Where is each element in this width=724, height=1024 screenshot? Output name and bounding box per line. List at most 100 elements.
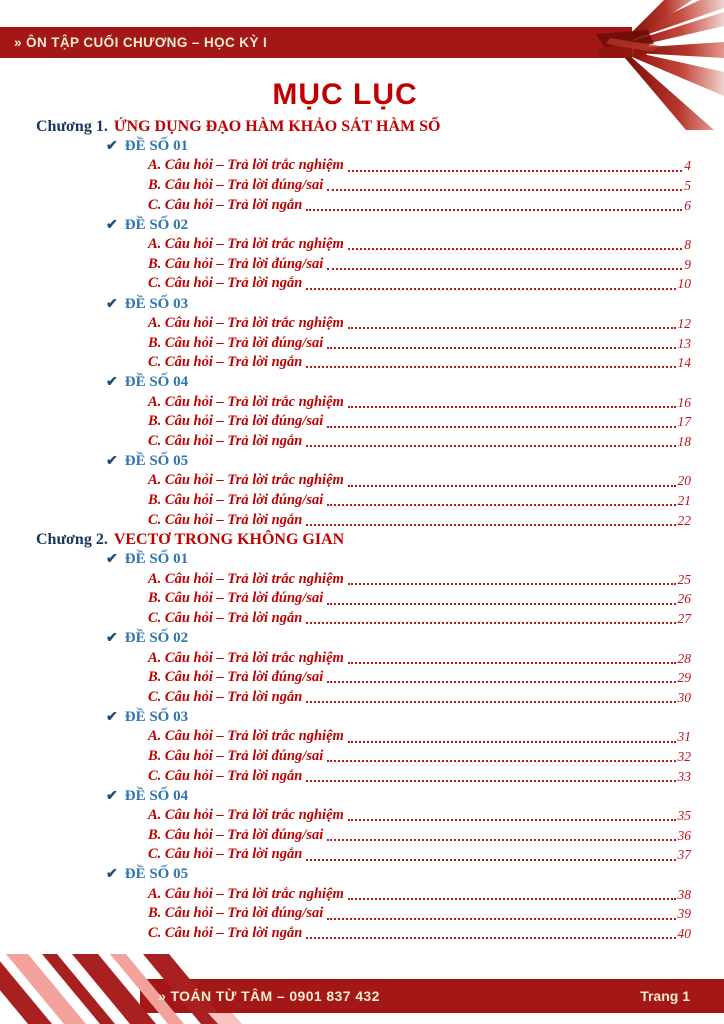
dotted-leader [327,504,676,507]
dotted-leader [347,405,676,408]
toc-entry[interactable]: B. Câu hỏi – Trả lời đúng/sai 5 [36,176,691,196]
toc-entry[interactable]: C. Câu hỏi – Trả lời ngắn 10 [36,275,691,295]
toc-entry-page-number: 20 [677,473,692,489]
toc-entry[interactable]: C. Câu hỏi – Trả lời ngắn 18 [36,432,691,452]
toc-entry-page-number: 4 [684,158,691,174]
toc-entry[interactable]: C. Câu hỏi – Trả lời ngắn 27 [36,609,691,629]
toc-entry[interactable]: B. Câu hỏi – Trả lời đúng/sai 32 [36,747,691,767]
exam-label: ĐỀ SỐ 04 [124,787,189,804]
toc-entry[interactable]: A. Câu hỏi – Trả lời trắc nghiệm 4 [36,156,691,176]
exam-label: ĐỀ SỐ 01 [124,138,189,155]
toc-entry-text: A. Câu hỏi – Trả lời trắc nghiệm [148,570,344,587]
exam-heading: ✔ ĐỀ SỐ 03 [36,294,691,314]
toc-entry-text: A. Câu hỏi – Trả lời trắc nghiệm [148,157,344,174]
toc-entry-page-number: 27 [677,611,692,627]
toc-entry[interactable]: A. Câu hỏi – Trả lời trắc nghiệm 8 [36,235,691,255]
dotted-leader [306,701,676,704]
toc-entry-page-number: 35 [677,808,692,824]
toc-entry-page-number: 22 [677,512,692,528]
chapter-label: Chương 2. [36,531,108,549]
dotted-leader [327,268,683,270]
toc-entry[interactable]: A. Câu hỏi – Trả lời trắc nghiệm 38 [36,885,691,905]
toc-entry-text: C. Câu hỏi – Trả lời ngắn [148,767,303,784]
chapter-title: VECTƠ TRONG KHÔNG GIAN [113,531,345,549]
dotted-leader [306,622,676,625]
toc-entry[interactable]: B. Câu hỏi – Trả lời đúng/sai 36 [36,826,691,846]
toc-entry[interactable]: A. Câu hỏi – Trả lời trắc nghiệm 35 [36,806,691,826]
toc-entry-text: B. Câu hỏi – Trả lời đúng/sai [148,492,324,509]
toc-entry-page-number: 16 [677,394,692,410]
toc-entry[interactable]: B. Câu hỏi – Trả lời đúng/sai 39 [36,905,691,925]
exam-heading: ✔ ĐỀ SỐ 04 [36,786,691,806]
toc-entry-text: C. Câu hỏi – Trả lời ngắn [148,846,303,863]
toc-entry[interactable]: A. Câu hỏi – Trả lời trắc nghiệm 25 [36,570,691,590]
exam-label: ĐỀ SỐ 05 [124,453,189,470]
dotted-leader [306,937,676,940]
header-bar-title: » ÔN TẬP CUỐI CHƯƠNG – HỌC KỲ I [14,35,268,50]
toc-entry-page-number: 5 [684,178,691,194]
toc-entry[interactable]: A. Câu hỏi – Trả lời trắc nghiệm 31 [36,727,691,747]
toc-entry-text: C. Câu hỏi – Trả lời ngắn [148,275,303,292]
dotted-leader [327,760,676,763]
toc-entry[interactable]: A. Câu hỏi – Trả lời trắc nghiệm 28 [36,649,691,669]
chapter-heading-1: Chương 1. ỨNG DỤNG ĐẠO HÀM KHẢO SÁT HÀM S… [36,117,691,137]
dotted-leader [306,523,676,526]
exam-label: ĐỀ SỐ 02 [124,630,189,647]
dotted-leader [347,819,676,822]
toc-entry-text: C. Câu hỏi – Trả lời ngắn [148,432,303,449]
toc-entry-text: C. Câu hỏi – Trả lời ngắn [148,354,303,371]
exam-heading: ✔ ĐỀ SỐ 04 [36,373,691,393]
toc-entry[interactable]: C. Câu hỏi – Trả lời ngắn 6 [36,196,691,216]
toc-entry-page-number: 30 [677,689,692,705]
exam-heading: ✔ ĐỀ SỐ 01 [36,550,691,570]
toc-entry-text: A. Câu hỏi – Trả lời trắc nghiệm [148,393,344,410]
toc-entry[interactable]: B. Câu hỏi – Trả lời đúng/sai 9 [36,255,691,275]
toc-entry[interactable]: A. Câu hỏi – Trả lời trắc nghiệm 16 [36,393,691,413]
toc-entry[interactable]: A. Câu hỏi – Trả lời trắc nghiệm 20 [36,471,691,491]
toc-entry[interactable]: A. Câu hỏi – Trả lời trắc nghiệm 12 [36,314,691,334]
toc-entry-page-number: 33 [677,768,692,784]
dotted-leader [327,838,676,841]
toc-entry-text: A. Câu hỏi – Trả lời trắc nghiệm [148,728,344,745]
dotted-leader [306,366,676,369]
dotted-leader [347,169,683,172]
toc-entry-text: A. Câu hỏi – Trả lời trắc nghiệm [148,236,344,253]
exam-heading: ✔ ĐỀ SỐ 02 [36,629,691,649]
toc-entry[interactable]: C. Câu hỏi – Trả lời ngắn 37 [36,845,691,865]
toc-entry[interactable]: C. Câu hỏi – Trả lời ngắn 14 [36,353,691,373]
toc-entry[interactable]: B. Câu hỏi – Trả lời đúng/sai 13 [36,334,691,354]
dotted-leader [347,898,676,900]
toc-entry-page-number: 37 [677,847,692,863]
toc-entry[interactable]: B. Câu hỏi – Trả lời đúng/sai 26 [36,590,691,610]
toc-entry-text: A. Câu hỏi – Trả lời trắc nghiệm [148,807,344,824]
checkmark-icon: ✔ [106,552,118,568]
toc-entry[interactable]: C. Câu hỏi – Trả lời ngắn 40 [36,924,691,944]
checkmark-icon: ✔ [106,709,118,725]
toc-entry[interactable]: B. Câu hỏi – Trả lời đúng/sai 21 [36,491,691,511]
toc-entry-page-number: 12 [677,315,692,331]
footer-brand-text: » TOÁN TỪ TÂM – 0901 837 432 [158,988,380,1004]
dotted-leader [327,917,676,920]
checkmark-icon: ✔ [106,867,118,883]
toc-entry-text: B. Câu hỏi – Trả lời đúng/sai [148,905,324,922]
dotted-leader [327,346,676,349]
toc-entry-page-number: 21 [677,493,692,509]
page-title: MỤC LỤC [272,78,418,111]
toc-entry-page-number: 31 [677,729,692,745]
toc-entry-page-number: 10 [677,276,692,292]
dotted-leader [347,583,676,585]
checkmark-icon: ✔ [106,217,118,233]
toc-entry[interactable]: B. Câu hỏi – Trả lời đúng/sai 29 [36,668,691,688]
exam-heading: ✔ ĐỀ SỐ 01 [36,137,691,157]
toc-entry[interactable]: C. Câu hỏi – Trả lời ngắn 30 [36,688,691,708]
toc-entry[interactable]: C. Câu hỏi – Trả lời ngắn 22 [36,511,691,531]
toc-entry[interactable]: B. Câu hỏi – Trả lời đúng/sai 17 [36,412,691,432]
toc-entry[interactable]: C. Câu hỏi – Trả lời ngắn 33 [36,767,691,787]
toc-entry-page-number: 8 [684,237,691,253]
dotted-leader [327,189,683,192]
toc-entry-page-number: 26 [677,591,692,607]
footer-page-number: Trang 1 [640,988,690,1004]
toc-entry-page-number: 13 [677,335,692,351]
toc-entry-page-number: 38 [677,886,692,902]
checkmark-icon: ✔ [106,375,118,391]
